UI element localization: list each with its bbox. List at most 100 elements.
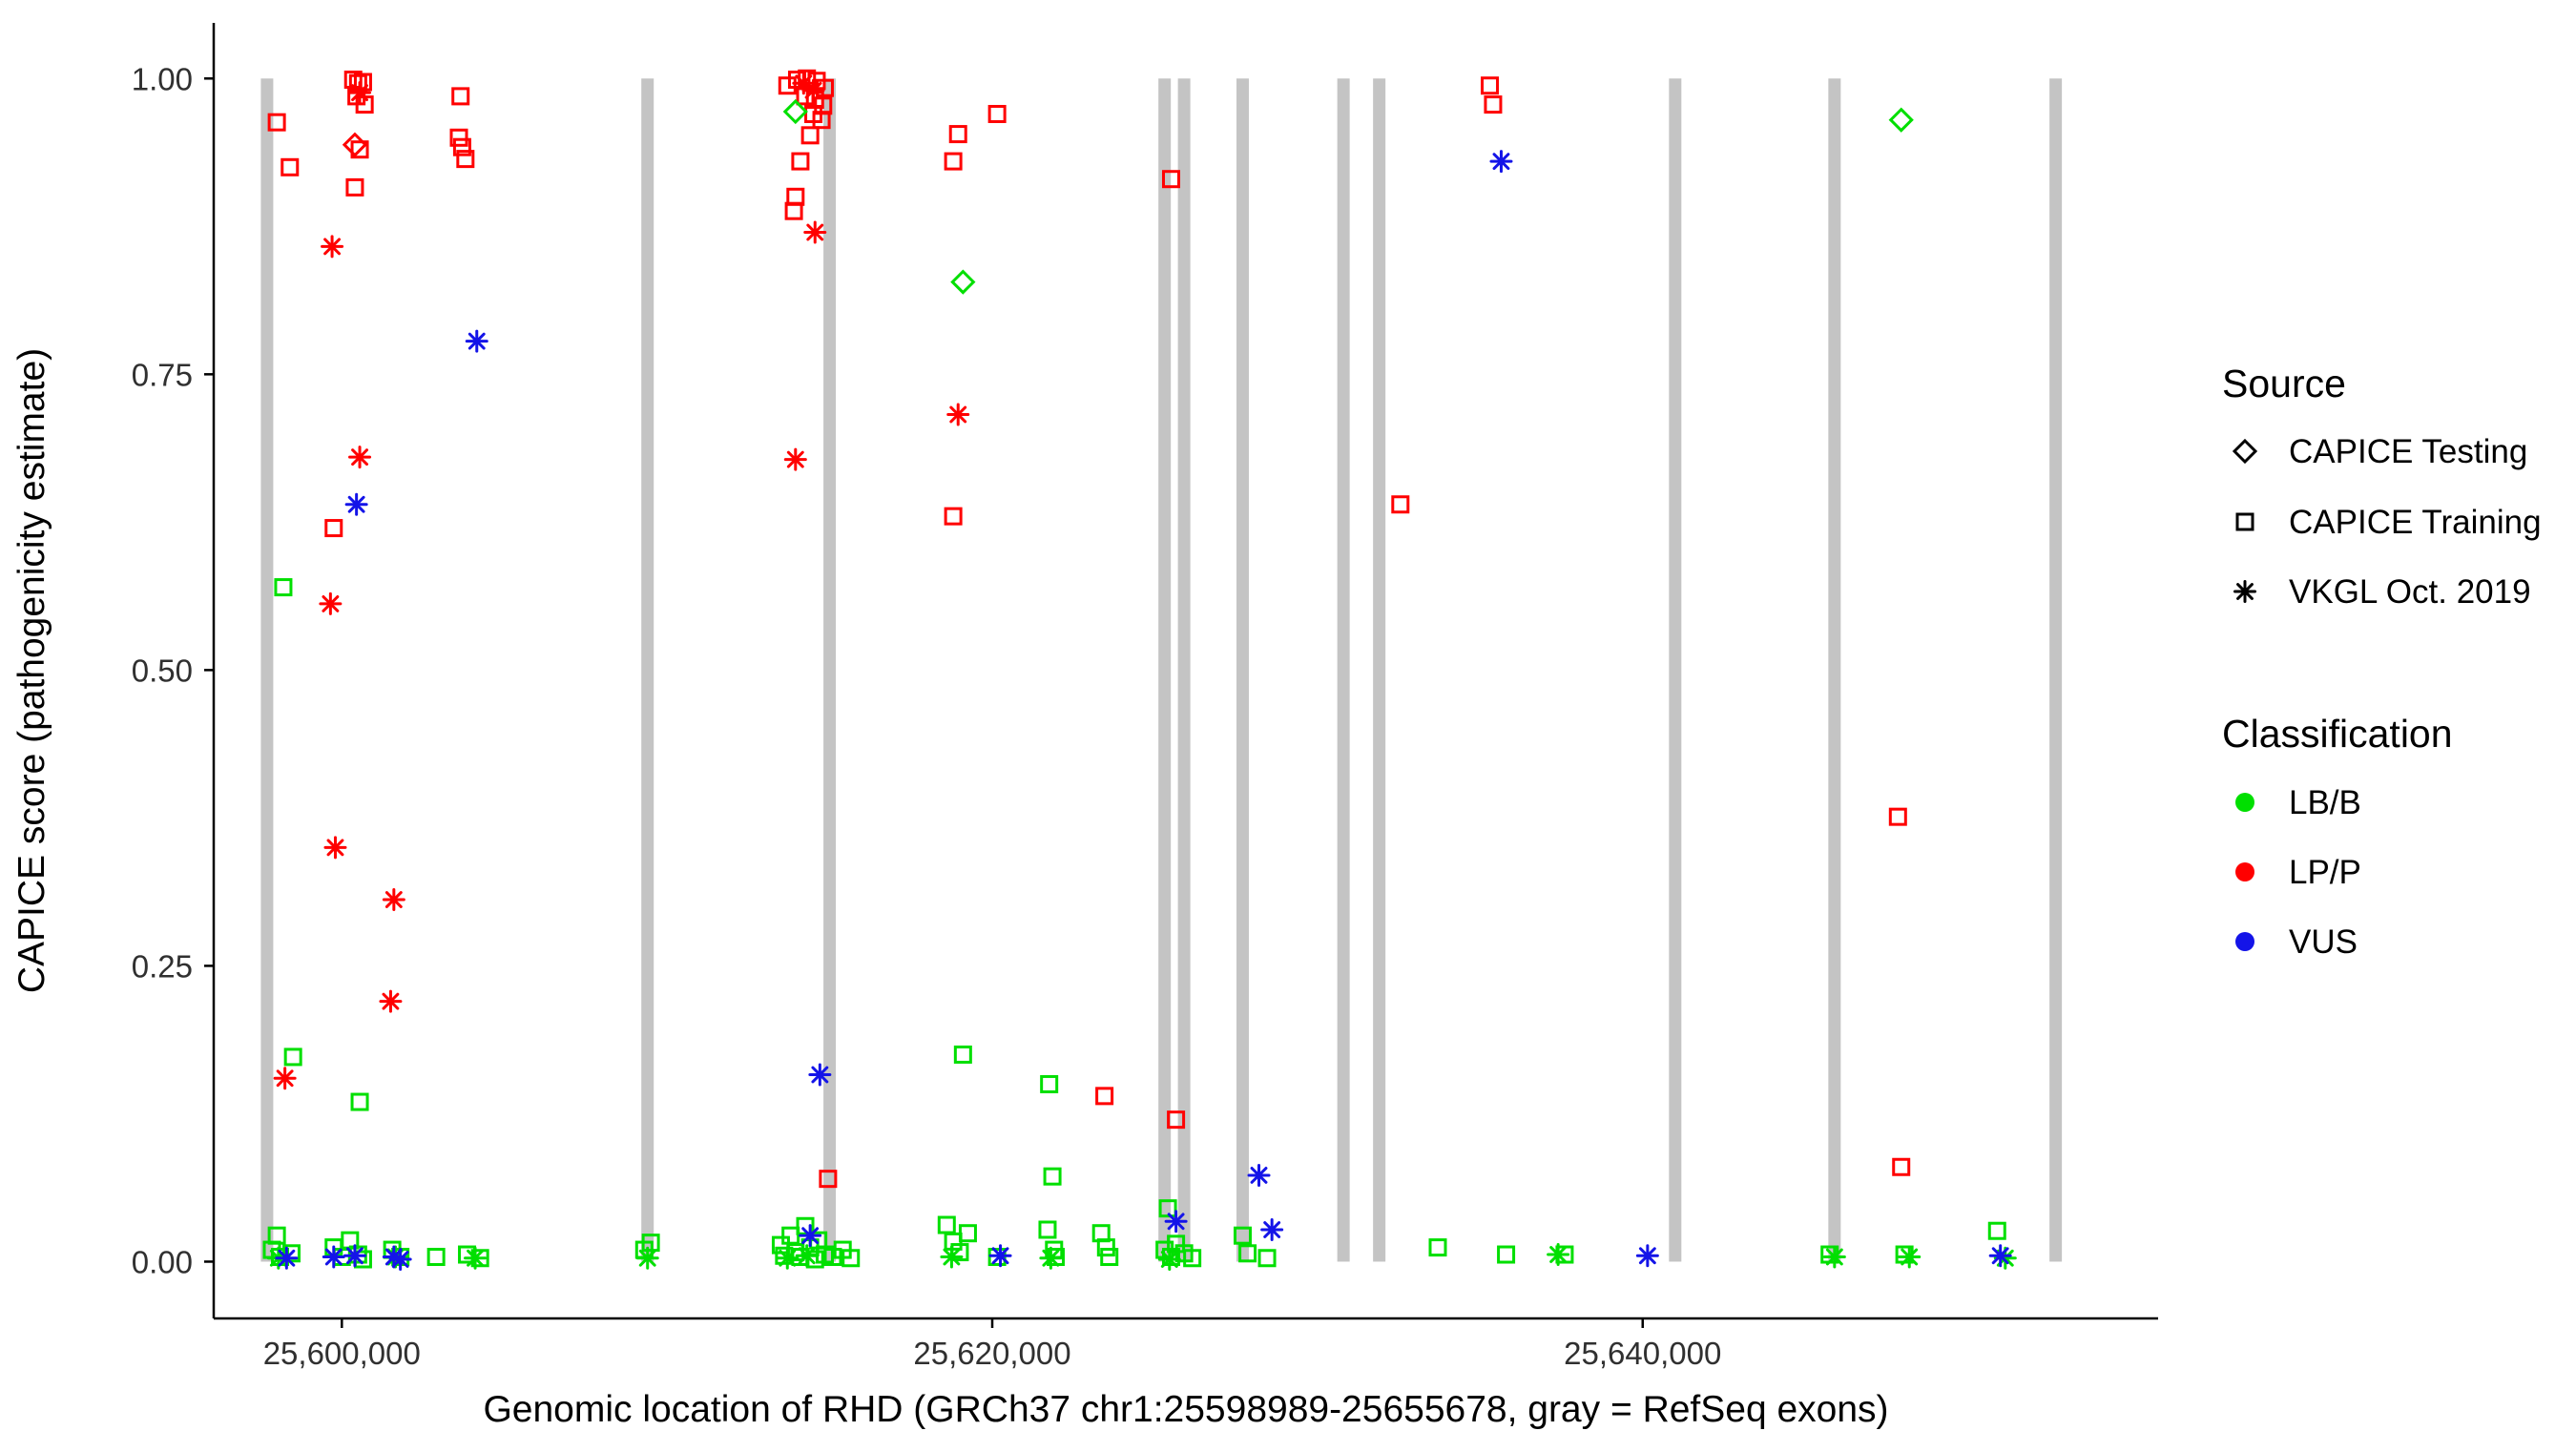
data-point — [803, 220, 827, 244]
data-point — [1391, 495, 1410, 514]
y-axis-ticks: 0.00 0.25 0.50 0.75 1.00 — [132, 61, 214, 1279]
y-tick-label: 1.00 — [132, 61, 193, 96]
data-point — [1481, 76, 1500, 95]
legend-classification-item-label: LB/B — [2289, 784, 2361, 821]
exon-bar — [1669, 78, 1682, 1262]
data-point — [795, 1244, 819, 1268]
data-point — [451, 87, 470, 106]
data-point — [1484, 95, 1503, 114]
data-point — [267, 1226, 286, 1245]
data-point — [791, 152, 810, 171]
data-point — [323, 836, 347, 860]
exon-bar — [2049, 78, 2063, 1262]
data-point — [796, 1216, 815, 1235]
data-point — [1040, 1074, 1059, 1093]
data-point — [275, 1246, 299, 1270]
data-point — [388, 1247, 412, 1271]
data-point — [283, 1047, 302, 1067]
data-point — [1095, 1087, 1114, 1106]
legend: Source CAPICE Testing CAPICE Training VKGL … — [2222, 362, 2542, 961]
data-point — [1988, 1244, 2012, 1268]
exon-bar — [823, 78, 837, 1262]
data-point — [1161, 1248, 1180, 1267]
data-point — [1167, 1110, 1186, 1130]
legend-source-item-label: CAPICE Training — [2289, 504, 2542, 541]
data-point — [456, 150, 475, 169]
legend-classification-item-label: VUS — [2289, 923, 2358, 961]
data-point — [778, 76, 797, 95]
data-point — [426, 1248, 446, 1267]
data-point — [348, 446, 372, 469]
data-point — [344, 492, 368, 516]
data-point — [1100, 1248, 1119, 1267]
data-point — [1164, 1210, 1188, 1234]
data-point — [1038, 1220, 1057, 1239]
data-point — [342, 132, 368, 157]
data-point — [953, 1045, 972, 1064]
data-point — [1489, 150, 1513, 174]
data-point — [635, 1246, 659, 1270]
legend-source-title: Source — [2222, 362, 2346, 405]
data-point — [1260, 1217, 1284, 1241]
data-point — [812, 111, 831, 130]
data-point — [1987, 1221, 2006, 1240]
data-point — [1161, 170, 1180, 189]
legend-classification-item-label: LP/P — [2289, 854, 2361, 891]
data-point — [1898, 1245, 1922, 1269]
data-point — [1043, 1167, 1062, 1186]
data-point — [1157, 1247, 1181, 1271]
data-point — [784, 201, 803, 220]
data-point — [350, 140, 369, 159]
exon-bar — [1236, 78, 1249, 1262]
legend-source-item-label: CAPICE Testing — [2289, 433, 2527, 470]
legend-source-item-label: VKGL Oct. 2019 — [2289, 573, 2531, 611]
data-point — [987, 104, 1007, 123]
data-point — [1888, 807, 1907, 826]
data-point — [348, 81, 372, 105]
data-point — [1158, 1199, 1177, 1218]
legend-source-item: CAPICE Training — [2235, 504, 2542, 541]
data-point — [950, 269, 976, 295]
data-point — [345, 177, 364, 197]
data-point — [382, 887, 405, 911]
data-point — [267, 113, 286, 132]
legend-source-item: CAPICE Testing — [2232, 433, 2527, 470]
data-point — [948, 125, 967, 144]
data-point — [782, 98, 808, 125]
exon-bar — [1373, 78, 1386, 1262]
data-point — [1888, 107, 1914, 133]
data-point — [350, 1092, 369, 1111]
data-point — [781, 1226, 800, 1245]
exon-bar — [1337, 78, 1350, 1262]
exon-bar — [641, 78, 654, 1262]
data-point — [808, 1063, 832, 1087]
data-point — [988, 1244, 1012, 1268]
data-point — [776, 1246, 800, 1270]
data-point — [452, 137, 471, 156]
data-point — [280, 157, 300, 176]
data-point — [379, 989, 403, 1013]
data-point — [1096, 1238, 1115, 1257]
data-point — [343, 1244, 366, 1268]
data-point — [319, 591, 343, 615]
data-point — [1822, 1245, 1846, 1269]
exon-bar — [1828, 78, 1841, 1262]
data-point — [321, 235, 344, 259]
y-tick-label: 0.50 — [132, 653, 193, 688]
legend-source-item: VKGL Oct. 2019 — [2233, 573, 2531, 611]
data-point — [800, 126, 820, 145]
legend-classification-title: Classification — [2222, 712, 2453, 756]
data-point — [944, 152, 963, 171]
data-point — [946, 403, 970, 426]
exon-bar — [1158, 78, 1172, 1262]
data-point — [273, 1067, 297, 1090]
data-point — [940, 1245, 964, 1269]
data-point — [958, 1224, 977, 1243]
legend-classification-item: VUS — [2235, 923, 2358, 961]
data-point — [801, 78, 825, 102]
x-tick-label: 25,640,000 — [1564, 1336, 1721, 1371]
data-point — [1892, 1157, 1911, 1176]
data-point — [1247, 1163, 1271, 1187]
